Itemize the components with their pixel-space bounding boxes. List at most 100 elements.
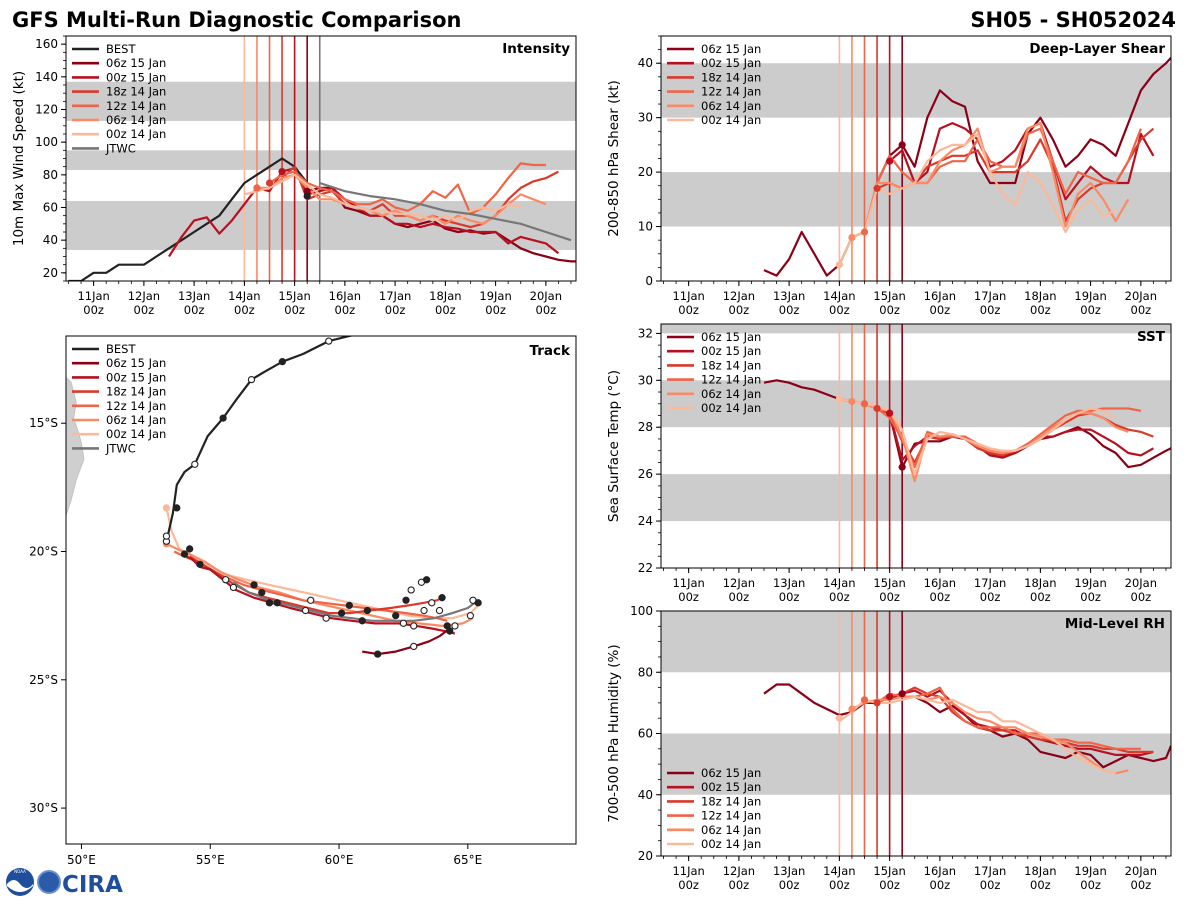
shear-ytick-label: 30 — [638, 111, 653, 125]
track-legend-label: JTWC — [105, 441, 136, 455]
sst-legend-label: 00z 15 Jan — [701, 344, 761, 358]
track-point — [375, 323, 381, 329]
sst-xtick-label-hour: 00z — [1131, 590, 1152, 604]
track-legend-label: 18z 14 Jan — [106, 385, 166, 399]
sst-xtick-label: 11Jan — [672, 576, 704, 590]
track-map-area — [66, 323, 482, 658]
shear-band — [661, 63, 1171, 118]
shear-series-group — [763, 57, 1171, 277]
intensity-series-best — [68, 157, 309, 281]
track-point — [337, 609, 346, 617]
rh-xtick-label-hour: 00z — [1131, 878, 1152, 892]
shear-init-point — [835, 261, 843, 269]
sst-xtick-label: 12Jan — [723, 576, 755, 590]
sst-ytick-label: 22 — [638, 561, 653, 575]
intensity-ytick-label: 20 — [43, 266, 58, 280]
track-title: Track — [530, 343, 571, 359]
rh-xtick-label-hour: 00z — [980, 878, 1001, 892]
shear-xtick-label: 16Jan — [924, 289, 956, 303]
rh-init-point — [873, 699, 881, 707]
track-point — [410, 642, 418, 651]
track-legend-label: 00z 14 Jan — [106, 427, 166, 441]
track-point — [173, 504, 181, 512]
sst-init-point — [860, 400, 869, 408]
sst-xtick-label: 17Jan — [974, 576, 1006, 590]
rh-xtick-label-hour: 00z — [879, 878, 900, 892]
track-point — [392, 612, 400, 620]
rh-series-00z-14-jan — [838, 695, 1116, 775]
sst-init-point — [848, 397, 856, 406]
intensity-series-jtwc — [319, 181, 572, 242]
intensity-xtick-label: 16Jan — [329, 289, 361, 303]
intensity-xtick-label: 15Jan — [278, 289, 310, 303]
shear-xtick-label: 11Jan — [672, 289, 704, 303]
track-ytick-label: 25°S — [29, 673, 58, 687]
rh-xtick-label-hour: 00z — [779, 878, 800, 892]
shear-legend-label: 06z 14 Jan — [701, 99, 761, 113]
shear-panel: 01020304011Jan00z12Jan00z13Jan00z14Jan00… — [606, 35, 1172, 317]
track-ytick-label: 15°S — [29, 416, 58, 430]
track-point — [322, 614, 330, 622]
track-point — [407, 586, 415, 594]
track-point — [438, 594, 446, 602]
sst-series-group — [763, 379, 1171, 483]
shear-xtick-label-hour: 00z — [980, 303, 1001, 317]
rh-xtick-label-hour: 00z — [729, 878, 750, 892]
shear-xtick-label-hour: 00z — [729, 303, 750, 317]
shear-xtick-label-hour: 00z — [1080, 303, 1101, 317]
sst-xtick-label: 13Jan — [773, 576, 805, 590]
track-legend-label: 00z 15 Jan — [106, 370, 166, 384]
intensity-series-06z-15-jan — [306, 186, 576, 263]
shear-legend-label: 00z 15 Jan — [701, 56, 761, 70]
rh-legend-label: 00z 15 Jan — [701, 780, 761, 794]
intensity-ytick-label: 100 — [35, 135, 58, 149]
rh-init-point — [848, 705, 856, 713]
intensity-init-point — [265, 179, 274, 187]
sst-xtick-label: 16Jan — [924, 576, 956, 590]
rh-init-point — [860, 696, 869, 704]
track-point — [358, 617, 366, 625]
sst-xtick-label: 15Jan — [873, 576, 905, 590]
intensity-xtick-label: 14Jan — [228, 289, 260, 303]
shear-xtick-label-hour: 00z — [879, 303, 900, 317]
rh-xtick-label-hour: 00z — [678, 878, 699, 892]
noaa-logo-text: NOAA — [14, 869, 26, 874]
track-ytick-label: 30°S — [29, 801, 58, 815]
sst-xtick-label-hour: 00z — [1080, 590, 1101, 604]
track-legend-label: BEST — [106, 342, 136, 356]
intensity-legend-label: 12z 14 Jan — [106, 99, 166, 113]
track-point — [428, 599, 436, 607]
track-point — [191, 460, 199, 468]
rh-xtick-label: 20Jan — [1125, 864, 1157, 878]
sst-band — [661, 324, 1171, 334]
shear-xtick-label: 13Jan — [773, 289, 805, 303]
sst-panel: 22242628303211Jan00z12Jan00z13Jan00z14Ja… — [606, 323, 1172, 604]
intensity-ytick-label: 80 — [43, 168, 58, 182]
intensity-xtick-label-hour: 00z — [134, 303, 155, 317]
intensity-xtick-label: 19Jan — [479, 289, 511, 303]
intensity-legend-label: 06z 14 Jan — [106, 113, 166, 127]
sst-ytick-label: 32 — [638, 326, 653, 340]
intensity-xtick-label: 11Jan — [77, 289, 109, 303]
track-xtick-label: 65°E — [453, 853, 482, 867]
sst-xtick-label: 14Jan — [823, 576, 855, 590]
sst-init-point — [886, 409, 894, 417]
track-xtick-label: 55°E — [196, 853, 225, 867]
land-mass — [66, 376, 85, 516]
intensity-xtick-label-hour: 00z — [234, 303, 255, 317]
shear-init-point — [873, 184, 881, 193]
rh-xtick-label: 17Jan — [974, 864, 1006, 878]
track-point — [265, 599, 274, 607]
rh-init-point — [835, 714, 843, 722]
track-point — [410, 622, 418, 630]
sst-band — [661, 474, 1171, 522]
shear-xtick-label: 18Jan — [1024, 289, 1056, 303]
intensity-series-12z-14-jan — [268, 162, 546, 216]
shear-legend-label: 12z 14 Jan — [701, 85, 761, 99]
shear-ylabel: 200-850 hPa Shear (kt) — [606, 80, 622, 237]
track-series-best — [165, 336, 354, 542]
track-point — [446, 627, 454, 635]
sst-init-point — [835, 395, 843, 403]
rh-xtick-label-hour: 00z — [1080, 878, 1101, 892]
intensity-xtick-label: 13Jan — [178, 289, 210, 303]
